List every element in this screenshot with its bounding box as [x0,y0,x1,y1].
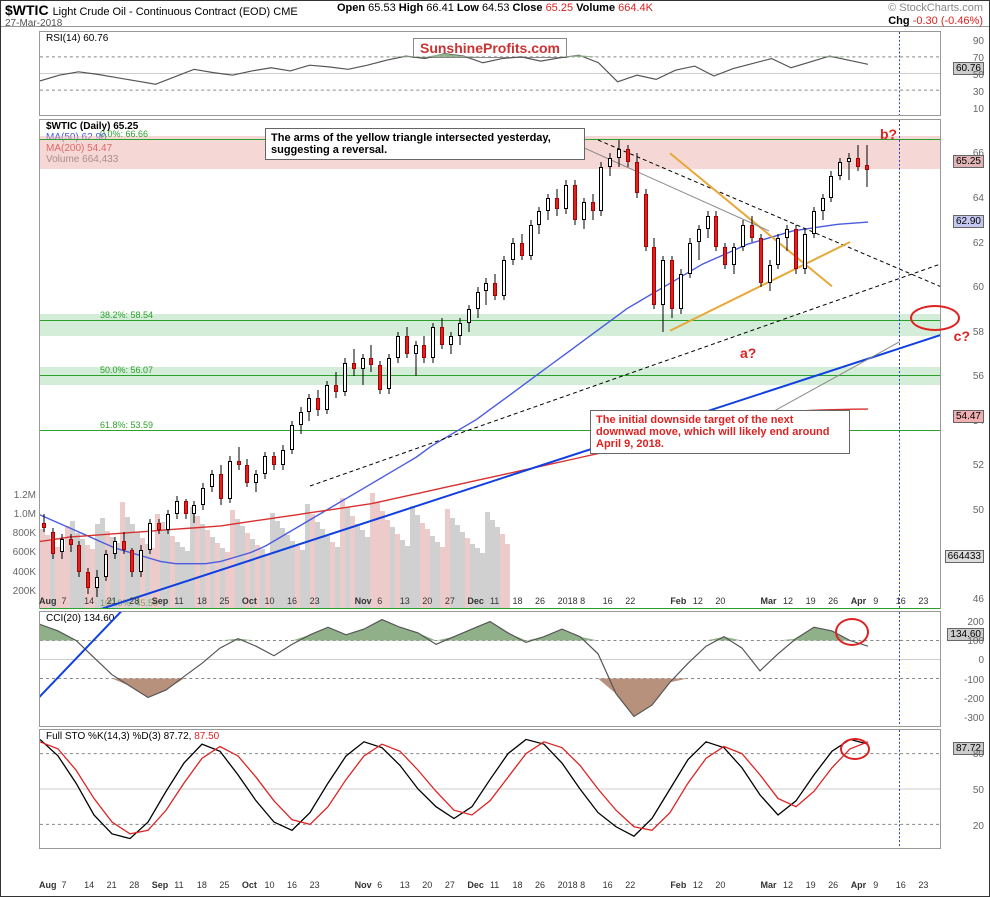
rsi-plot [40,32,940,115]
ticker-symbol: $WTIC [5,2,49,18]
chart-source: © StockCharts.com [888,2,983,14]
target-circle-icon [910,305,960,331]
wave-c-label: c? [954,328,970,344]
annotation-triangle: The arms of the yellow triangle intersec… [265,128,585,160]
change-row: Chg -0.30 (-0.46%) [888,15,983,27]
ma200-tag: 54.47 [953,410,984,423]
stochastic-panel: Full STO %K(14,3) %D(3) 87.72, 87.50 87.… [39,729,941,849]
close-tag: 65.25 [953,155,984,168]
cci-plot [40,612,940,726]
ma50-tag: 62.90 [953,215,984,228]
vol-tag: 664433 [945,550,984,563]
annotation-target: The initial downside target of the next … [590,410,850,454]
rsi-panel: RSI(14) 60.76 SunshineProfits.com 60.76 … [39,31,941,116]
ticker-desc: Light Crude Oil - Continuous Contract (E… [53,6,298,18]
cci-circle-icon [835,618,869,646]
chart-header: $WTIC Light Crude Oil - Continuous Contr… [1,1,989,27]
xaxis-upper: Aug7142128Sep111825Oct101623Nov6132027De… [39,596,941,610]
sto-plot [40,730,940,848]
ohlc-row: Open 65.53 High 66.41 Low 64.53 Close 65… [337,2,653,14]
cci-panel: CCI(20) 134.60 134.60 2001000-100-200-30… [39,611,941,727]
price-panel: $WTIC (Daily) 65.25 MA(50) 62.90 MA(200)… [39,119,941,609]
chart-date: 27-Mar-2018 [5,18,985,29]
xaxis-lower: Aug7142128Sep111825Oct101623Nov6132027De… [39,880,941,894]
sto-circle-icon [840,738,870,760]
candlestick-row [40,120,940,608]
wave-a-label: a? [740,345,756,361]
stockchart-container: $WTIC Light Crude Oil - Continuous Contr… [0,0,990,897]
wave-b-label: b? [880,126,897,142]
